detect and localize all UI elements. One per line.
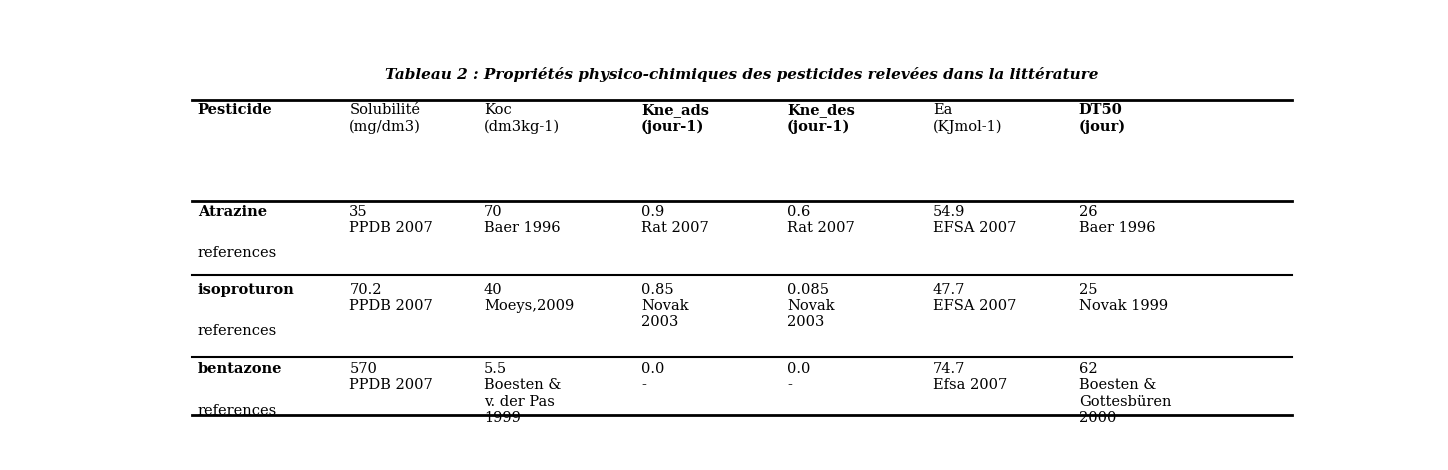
Text: 70.2
PPDB 2007: 70.2 PPDB 2007 xyxy=(349,282,433,313)
Text: Atrazine: Atrazine xyxy=(198,205,266,219)
Text: 0.9
Rat 2007: 0.9 Rat 2007 xyxy=(641,205,710,235)
Text: 74.7
Efsa 2007: 74.7 Efsa 2007 xyxy=(933,362,1008,392)
Text: Kne_des
(jour-1): Kne_des (jour-1) xyxy=(788,103,854,134)
Text: 70
Baer 1996: 70 Baer 1996 xyxy=(484,205,560,235)
Text: DT50
(jour): DT50 (jour) xyxy=(1079,103,1127,134)
Text: 54.9
EFSA 2007: 54.9 EFSA 2007 xyxy=(933,205,1016,235)
Text: Solubilité
(mg/dm3): Solubilité (mg/dm3) xyxy=(349,103,421,134)
Text: Tableau 2 : Propriétés physico-chimiques des pesticides relevées dans la littéra: Tableau 2 : Propriétés physico-chimiques… xyxy=(385,67,1099,82)
Text: 0.85
Novak
2003: 0.85 Novak 2003 xyxy=(641,282,689,329)
Text: Koc
(dm3kg-1): Koc (dm3kg-1) xyxy=(484,103,560,134)
Text: Kne_ads
(jour-1): Kne_ads (jour-1) xyxy=(641,103,710,134)
Text: 25
Novak 1999: 25 Novak 1999 xyxy=(1079,282,1169,313)
Text: 0.0
-: 0.0 - xyxy=(641,362,665,392)
Text: 40
Moeys,2009: 40 Moeys,2009 xyxy=(484,282,575,313)
Text: 0.085
Novak
2003: 0.085 Novak 2003 xyxy=(788,282,834,329)
Text: references: references xyxy=(198,404,277,418)
Text: references: references xyxy=(198,324,277,338)
Text: 62
Boesten &
Gottesbüren
2000: 62 Boesten & Gottesbüren 2000 xyxy=(1079,362,1171,425)
Text: references: references xyxy=(198,246,277,260)
Text: bentazone: bentazone xyxy=(198,362,282,376)
Text: Ea
(KJmol-1): Ea (KJmol-1) xyxy=(933,103,1002,134)
Text: isoproturon: isoproturon xyxy=(198,282,294,297)
Text: 47.7
EFSA 2007: 47.7 EFSA 2007 xyxy=(933,282,1016,313)
Text: 35
PPDB 2007: 35 PPDB 2007 xyxy=(349,205,433,235)
Text: 26
Baer 1996: 26 Baer 1996 xyxy=(1079,205,1156,235)
Text: 570
PPDB 2007: 570 PPDB 2007 xyxy=(349,362,433,392)
Text: 0.0
-: 0.0 - xyxy=(788,362,811,392)
Text: 5.5
Boesten &
v. der Pas
1999: 5.5 Boesten & v. der Pas 1999 xyxy=(484,362,562,425)
Text: Pesticide: Pesticide xyxy=(198,103,272,118)
Text: 0.6
Rat 2007: 0.6 Rat 2007 xyxy=(788,205,854,235)
